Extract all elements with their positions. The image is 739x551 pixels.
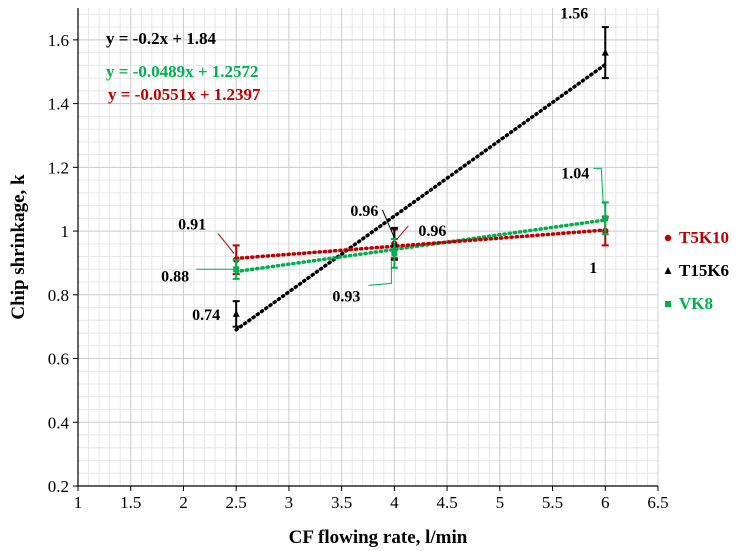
leader-line-vk8 <box>368 261 392 286</box>
leader-line-t5k10 <box>217 233 235 255</box>
y-tick-label: 1.4 <box>48 95 70 114</box>
y-axis-title: Chip shrinkage, k <box>8 174 29 320</box>
data-label-t15k6: 1.56 <box>560 6 588 23</box>
x-tick-label: 5.5 <box>542 493 563 512</box>
trendline-t5k10 <box>234 228 608 261</box>
data-label-t15k6: 0.74 <box>192 307 220 324</box>
leader-line-vk8 <box>593 167 604 205</box>
point-vk8 <box>602 215 609 222</box>
data-label-t5k10: 0.91 <box>178 217 206 234</box>
legend-marker-t5k10 <box>664 234 672 242</box>
x-tick-label: 4 <box>390 493 399 512</box>
trendline-equation-vk8: y = -0.0489x + 1.2572 <box>106 62 259 81</box>
y-tick-label: 0.2 <box>48 477 69 496</box>
x-tick-label: 2.5 <box>226 493 247 512</box>
trendline-equation-t15k6: y = -0.2x + 1.84 <box>106 29 217 48</box>
y-tick-label: 0.4 <box>48 413 70 432</box>
leader-line-t5k10 <box>395 225 409 241</box>
data-label-t5k10: 0.96 <box>418 223 446 240</box>
trendline-equation-t5k10: y = -0.0551x + 1.2397 <box>108 85 261 104</box>
point-vk8 <box>233 266 240 273</box>
x-tick-label: 5 <box>496 493 505 512</box>
data-label-t5k10: 1 <box>589 260 597 277</box>
x-tick-label: 3 <box>285 493 294 512</box>
y-tick-label: 0.6 <box>48 350 69 369</box>
legend-label-vk8: VK8 <box>679 294 713 313</box>
x-tick-label: 6.5 <box>647 493 668 512</box>
legend-label-t15k6: T15K6 <box>679 261 729 280</box>
data-label-t15k6: 0.96 <box>350 203 378 220</box>
x-tick-label: 1.5 <box>120 493 141 512</box>
point-t15k6 <box>232 309 240 317</box>
trendline-vk8 <box>234 218 608 274</box>
x-tick-label: 2 <box>179 493 188 512</box>
y-tick-label: 1.6 <box>48 31 69 50</box>
legend-marker-vk8 <box>665 301 671 307</box>
trendline-t15k6 <box>234 62 608 332</box>
leader-line-t15k6 <box>381 209 395 239</box>
y-tick-label: 1 <box>61 222 70 241</box>
x-tick-label: 1 <box>74 493 83 512</box>
point-vk8 <box>391 250 398 257</box>
data-label-vk8: 0.93 <box>332 288 360 305</box>
data-label-vk8: 1.04 <box>561 165 589 182</box>
x-tick-label: 3.5 <box>331 493 352 512</box>
data-label-vk8: 0.88 <box>161 268 189 285</box>
y-tick-label: 0.8 <box>48 286 69 305</box>
x-axis-title: CF flowing rate, l/min <box>289 527 468 548</box>
x-tick-label: 6 <box>601 493 610 512</box>
point-t15k6 <box>601 48 609 56</box>
y-tick-label: 1.2 <box>48 158 69 177</box>
legend-label-t5k10: T5K10 <box>679 228 729 247</box>
legend-marker-t15k6 <box>664 267 672 274</box>
x-tick-label: 4.5 <box>436 493 457 512</box>
